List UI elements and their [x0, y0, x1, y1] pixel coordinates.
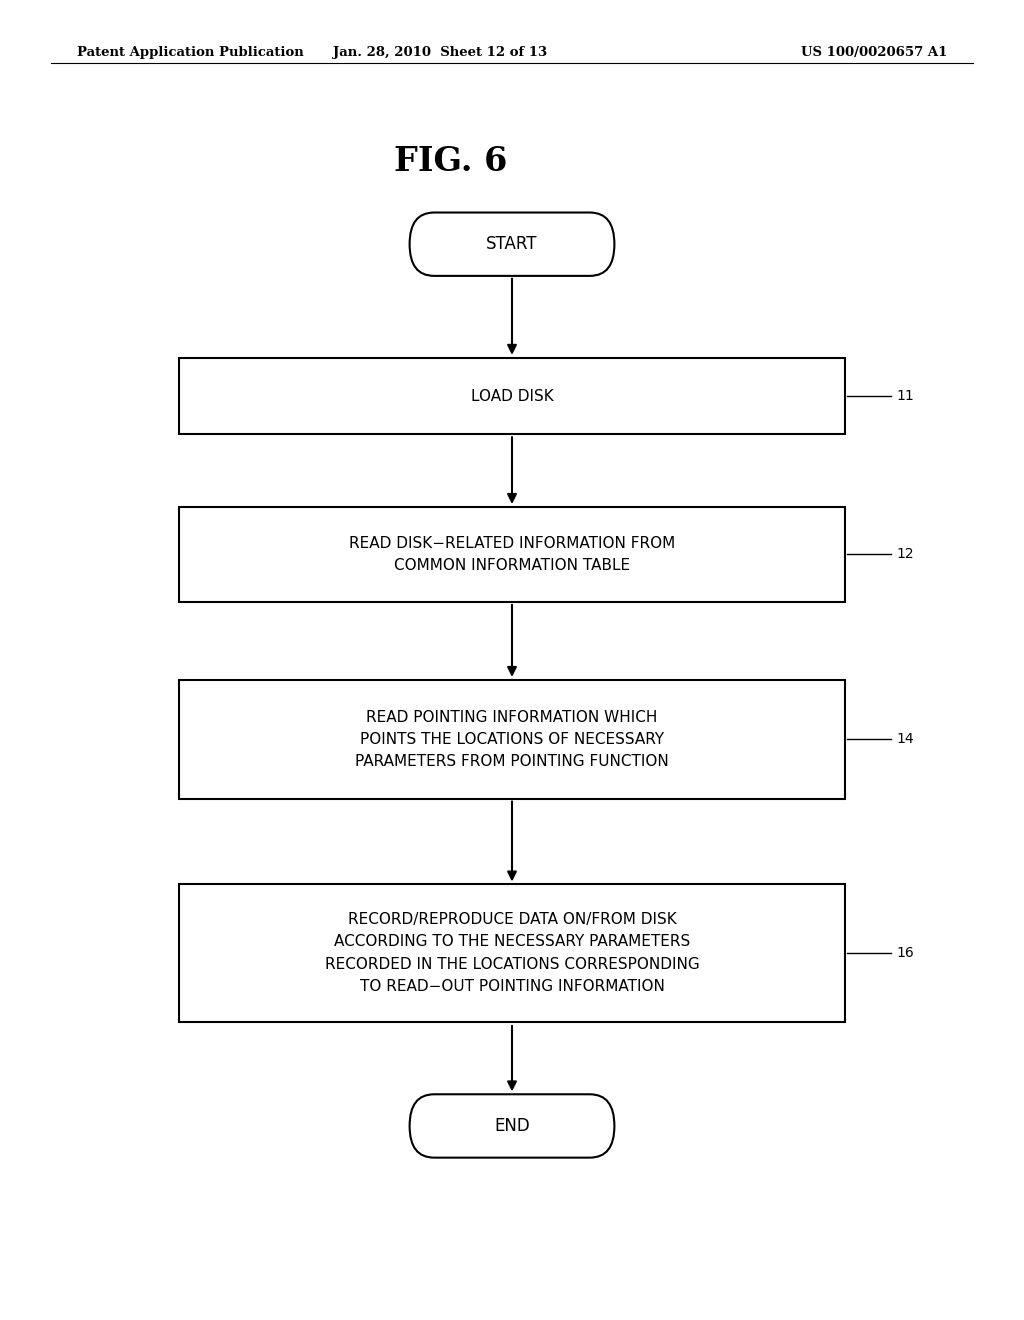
FancyBboxPatch shape	[179, 358, 845, 434]
Text: US 100/0020657 A1: US 100/0020657 A1	[801, 46, 947, 59]
Text: 16: 16	[896, 946, 913, 960]
Text: Patent Application Publication: Patent Application Publication	[77, 46, 303, 59]
FancyBboxPatch shape	[410, 213, 614, 276]
FancyBboxPatch shape	[179, 680, 845, 799]
Text: RECORD/REPRODUCE DATA ON/FROM DISK
ACCORDING TO THE NECESSARY PARAMETERS
RECORDE: RECORD/REPRODUCE DATA ON/FROM DISK ACCOR…	[325, 912, 699, 994]
Text: 11: 11	[896, 389, 913, 403]
Text: FIG. 6: FIG. 6	[394, 144, 507, 177]
Text: END: END	[495, 1117, 529, 1135]
Text: 14: 14	[896, 733, 913, 746]
Text: READ DISK−RELATED INFORMATION FROM
COMMON INFORMATION TABLE: READ DISK−RELATED INFORMATION FROM COMMO…	[349, 536, 675, 573]
FancyBboxPatch shape	[179, 884, 845, 1022]
Text: LOAD DISK: LOAD DISK	[471, 388, 553, 404]
Text: Jan. 28, 2010  Sheet 12 of 13: Jan. 28, 2010 Sheet 12 of 13	[333, 46, 548, 59]
Text: READ POINTING INFORMATION WHICH
POINTS THE LOCATIONS OF NECESSARY
PARAMETERS FRO: READ POINTING INFORMATION WHICH POINTS T…	[355, 710, 669, 768]
Text: 12: 12	[896, 548, 913, 561]
FancyBboxPatch shape	[179, 507, 845, 602]
Text: START: START	[486, 235, 538, 253]
FancyBboxPatch shape	[410, 1094, 614, 1158]
